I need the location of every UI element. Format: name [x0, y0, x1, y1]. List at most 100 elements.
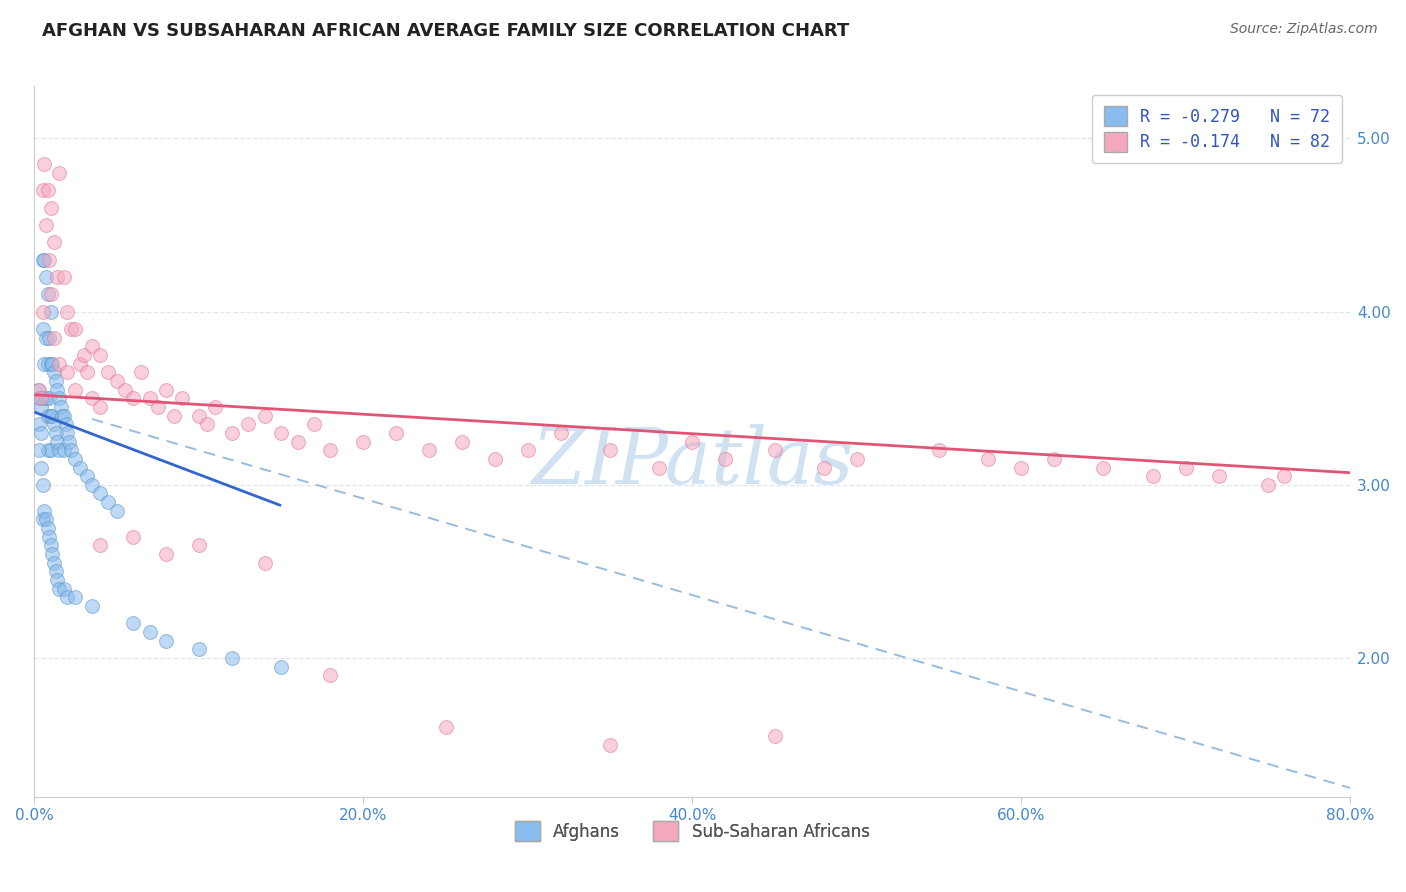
Point	[1257, 478, 1279, 492]
Point	[38, 530, 60, 544]
Point	[1043, 451, 1066, 466]
Point	[31, 391, 53, 405]
Point	[516, 443, 538, 458]
Point	[599, 443, 621, 458]
Point	[138, 625, 160, 640]
Point	[45, 565, 67, 579]
Point	[80, 599, 103, 613]
Point	[138, 391, 160, 405]
Point	[48, 443, 70, 458]
Point	[287, 434, 309, 449]
Point	[35, 330, 58, 344]
Point	[37, 287, 59, 301]
Point	[187, 409, 209, 423]
Point	[59, 322, 82, 336]
Point	[97, 495, 120, 509]
Point	[1208, 469, 1230, 483]
Point	[35, 269, 58, 284]
Point	[39, 357, 62, 371]
Point	[122, 391, 145, 405]
Point	[28, 417, 51, 432]
Point	[238, 417, 260, 432]
Point	[80, 339, 103, 353]
Point	[1142, 469, 1164, 483]
Point	[35, 512, 58, 526]
Point	[270, 659, 292, 673]
Point	[39, 539, 62, 553]
Point	[46, 269, 69, 284]
Point	[48, 357, 70, 371]
Point	[42, 235, 65, 250]
Point	[30, 400, 52, 414]
Point	[155, 633, 177, 648]
Point	[56, 425, 79, 440]
Point	[27, 383, 49, 397]
Point	[42, 365, 65, 379]
Point	[195, 417, 218, 432]
Point	[48, 582, 70, 596]
Point	[49, 400, 72, 414]
Point	[46, 434, 69, 449]
Point	[37, 521, 59, 535]
Point	[451, 434, 474, 449]
Point	[155, 383, 177, 397]
Text: AFGHAN VS SUBSAHARAN AFRICAN AVERAGE FAMILY SIZE CORRELATION CHART: AFGHAN VS SUBSAHARAN AFRICAN AVERAGE FAM…	[42, 22, 849, 40]
Point	[253, 409, 276, 423]
Point	[599, 738, 621, 752]
Point	[89, 400, 111, 414]
Point	[30, 391, 52, 405]
Point	[41, 409, 63, 423]
Point	[28, 443, 51, 458]
Point	[37, 409, 59, 423]
Point	[31, 304, 53, 318]
Point	[46, 573, 69, 587]
Point	[39, 409, 62, 423]
Point	[31, 512, 53, 526]
Point	[32, 357, 55, 371]
Point	[32, 157, 55, 171]
Point	[42, 330, 65, 344]
Point	[42, 556, 65, 570]
Point	[53, 269, 76, 284]
Point	[28, 391, 51, 405]
Point	[105, 374, 128, 388]
Point	[41, 547, 63, 561]
Point	[48, 391, 70, 405]
Point	[32, 504, 55, 518]
Point	[39, 304, 62, 318]
Point	[58, 434, 80, 449]
Point	[352, 434, 374, 449]
Point	[122, 616, 145, 631]
Point	[253, 556, 276, 570]
Point	[172, 391, 194, 405]
Point	[35, 218, 58, 232]
Point	[65, 383, 87, 397]
Point	[319, 668, 342, 682]
Point	[114, 383, 136, 397]
Point	[813, 460, 835, 475]
Point	[32, 252, 55, 267]
Point	[48, 166, 70, 180]
Point	[89, 348, 111, 362]
Point	[39, 443, 62, 458]
Point	[681, 434, 703, 449]
Point	[31, 322, 53, 336]
Point	[80, 478, 103, 492]
Point	[484, 451, 506, 466]
Point	[76, 469, 98, 483]
Point	[89, 539, 111, 553]
Point	[105, 504, 128, 518]
Point	[187, 539, 209, 553]
Point	[38, 330, 60, 344]
Point	[163, 409, 186, 423]
Point	[37, 443, 59, 458]
Point	[65, 322, 87, 336]
Point	[31, 478, 53, 492]
Point	[204, 400, 226, 414]
Point	[1010, 460, 1032, 475]
Point	[80, 391, 103, 405]
Point	[69, 460, 91, 475]
Point	[1092, 460, 1115, 475]
Point	[31, 183, 53, 197]
Point	[38, 391, 60, 405]
